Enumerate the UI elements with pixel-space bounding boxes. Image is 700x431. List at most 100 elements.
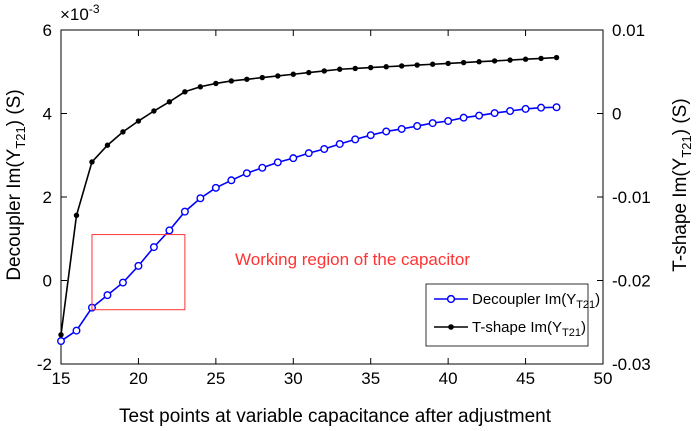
data-point-decoupler: [227, 176, 236, 185]
y-left-exponent: ×10-3: [60, 2, 100, 24]
data-point-tshape: [306, 69, 312, 76]
series-decoupler: [57, 103, 561, 346]
x-axis-label: Test points at variable capacitance afte…: [119, 406, 552, 427]
data-point-decoupler: [273, 158, 282, 167]
data-point-decoupler: [149, 243, 158, 252]
y-right-tick-label: 0.01: [612, 21, 645, 40]
data-point-decoupler: [552, 103, 561, 112]
y-right-tick-label: -0.03: [612, 355, 651, 374]
x-tick-label: 45: [516, 369, 535, 388]
legend-label-decoupler: Decoupler Im(YT21): [472, 291, 600, 311]
y-left-ticks: -2 0 2 4 6: [37, 21, 67, 374]
y-right-ticks: -0.03 -0.02 -0.01 0 0.01: [597, 21, 651, 374]
series-layer: [57, 54, 561, 346]
data-point-tshape: [89, 159, 95, 165]
data-point-tshape: [290, 71, 296, 77]
y-left-axis-label: Decoupler Im(YT21) (S): [4, 89, 28, 280]
data-point-decoupler: [180, 207, 189, 216]
data-point-tshape: [104, 142, 111, 148]
data-point-tshape: [414, 62, 420, 68]
y-right-tick-label: -0.01: [612, 188, 651, 207]
data-point-tshape: [182, 89, 188, 95]
data-point-tshape: [476, 59, 482, 65]
data-point-decoupler: [428, 119, 437, 128]
data-point-decoupler: [475, 111, 484, 120]
data-point-decoupler: [242, 169, 251, 178]
data-point-tshape: [429, 61, 436, 67]
data-point-decoupler: [72, 326, 81, 335]
data-point-decoupler: [335, 139, 344, 148]
data-point-decoupler: [304, 149, 313, 158]
data-point-tshape: [553, 54, 560, 61]
x-tick-label: 40: [439, 369, 458, 388]
data-point-tshape: [228, 78, 235, 84]
data-point-tshape: [538, 55, 544, 62]
y-right-tick-label: 0: [612, 105, 621, 124]
y-left-tick-label: 4: [43, 105, 52, 124]
data-point-tshape: [166, 99, 173, 105]
data-point-tshape: [120, 129, 126, 135]
data-point-decoupler: [351, 135, 360, 144]
data-point-tshape: [491, 58, 498, 64]
data-point-tshape: [259, 74, 266, 81]
data-point-decoupler: [118, 278, 127, 287]
working-region-box: [91, 234, 186, 311]
data-point-tshape: [337, 66, 343, 72]
annotation: Working region of the capacitor: [91, 234, 470, 311]
x-tick-label: 25: [206, 369, 225, 388]
legend: Decoupler Im(YT21) T-shape Im(YT21): [425, 283, 600, 347]
series-tshape: [58, 54, 560, 338]
data-point-decoupler: [521, 104, 530, 113]
y-left-tick-label: -2: [37, 355, 52, 374]
data-point-decoupler: [397, 124, 406, 133]
y-left-tick-label: 6: [43, 21, 52, 40]
data-point-decoupler: [490, 109, 499, 118]
y-right-tick-label: -0.02: [612, 272, 651, 291]
data-point-decoupler: [444, 117, 453, 126]
data-point-decoupler: [211, 183, 220, 192]
y-right-axis-label: T-shape Im(YT21) (S): [670, 98, 694, 271]
x-tick-label: 50: [594, 369, 613, 388]
legend-box: [425, 283, 589, 347]
data-point-decoupler: [165, 226, 174, 235]
data-point-decoupler: [196, 194, 205, 203]
y-left-tick-label: 0: [43, 272, 52, 291]
x-tick-label: 35: [361, 369, 380, 388]
x-tick-label: 20: [129, 369, 148, 388]
legend-item-decoupler: Decoupler Im(YT21): [434, 291, 600, 311]
data-point-tshape: [197, 84, 204, 90]
y-left-tick-label: 2: [43, 188, 52, 207]
x-tick-label: 15: [52, 369, 71, 388]
legend-marker-decoupler: [446, 294, 456, 304]
data-point-tshape: [321, 68, 327, 74]
data-point-tshape: [352, 65, 358, 72]
data-point-decoupler: [258, 163, 267, 172]
data-point-tshape: [445, 60, 451, 67]
data-point-tshape: [58, 332, 64, 338]
data-point-tshape: [213, 80, 219, 87]
data-point-tshape: [275, 73, 281, 79]
data-point-tshape: [151, 108, 157, 114]
data-point-decoupler: [366, 131, 375, 140]
legend-item-tshape: T-shape Im(YT21): [434, 319, 586, 339]
data-point-decoupler: [382, 127, 391, 136]
data-point-tshape: [507, 57, 513, 63]
data-point-tshape: [383, 64, 389, 70]
x-tick-label: 30: [284, 369, 303, 388]
working-region-label: Working region of the capacitor: [235, 250, 470, 269]
data-point-tshape: [522, 56, 529, 62]
data-point-decoupler: [57, 337, 66, 346]
data-point-decoupler: [413, 122, 422, 131]
data-point-tshape: [73, 212, 80, 219]
data-point-decoupler: [459, 113, 468, 122]
x-ticks: 15 20 25 30 35 40 45 50: [52, 30, 613, 388]
data-point-tshape: [135, 118, 142, 124]
data-point-tshape: [460, 59, 467, 66]
data-point-decoupler: [103, 291, 112, 300]
data-point-tshape: [368, 64, 374, 71]
data-point-tshape: [244, 76, 250, 82]
data-point-decoupler: [506, 106, 515, 115]
data-point-tshape: [398, 63, 405, 69]
data-point-decoupler: [289, 154, 298, 163]
